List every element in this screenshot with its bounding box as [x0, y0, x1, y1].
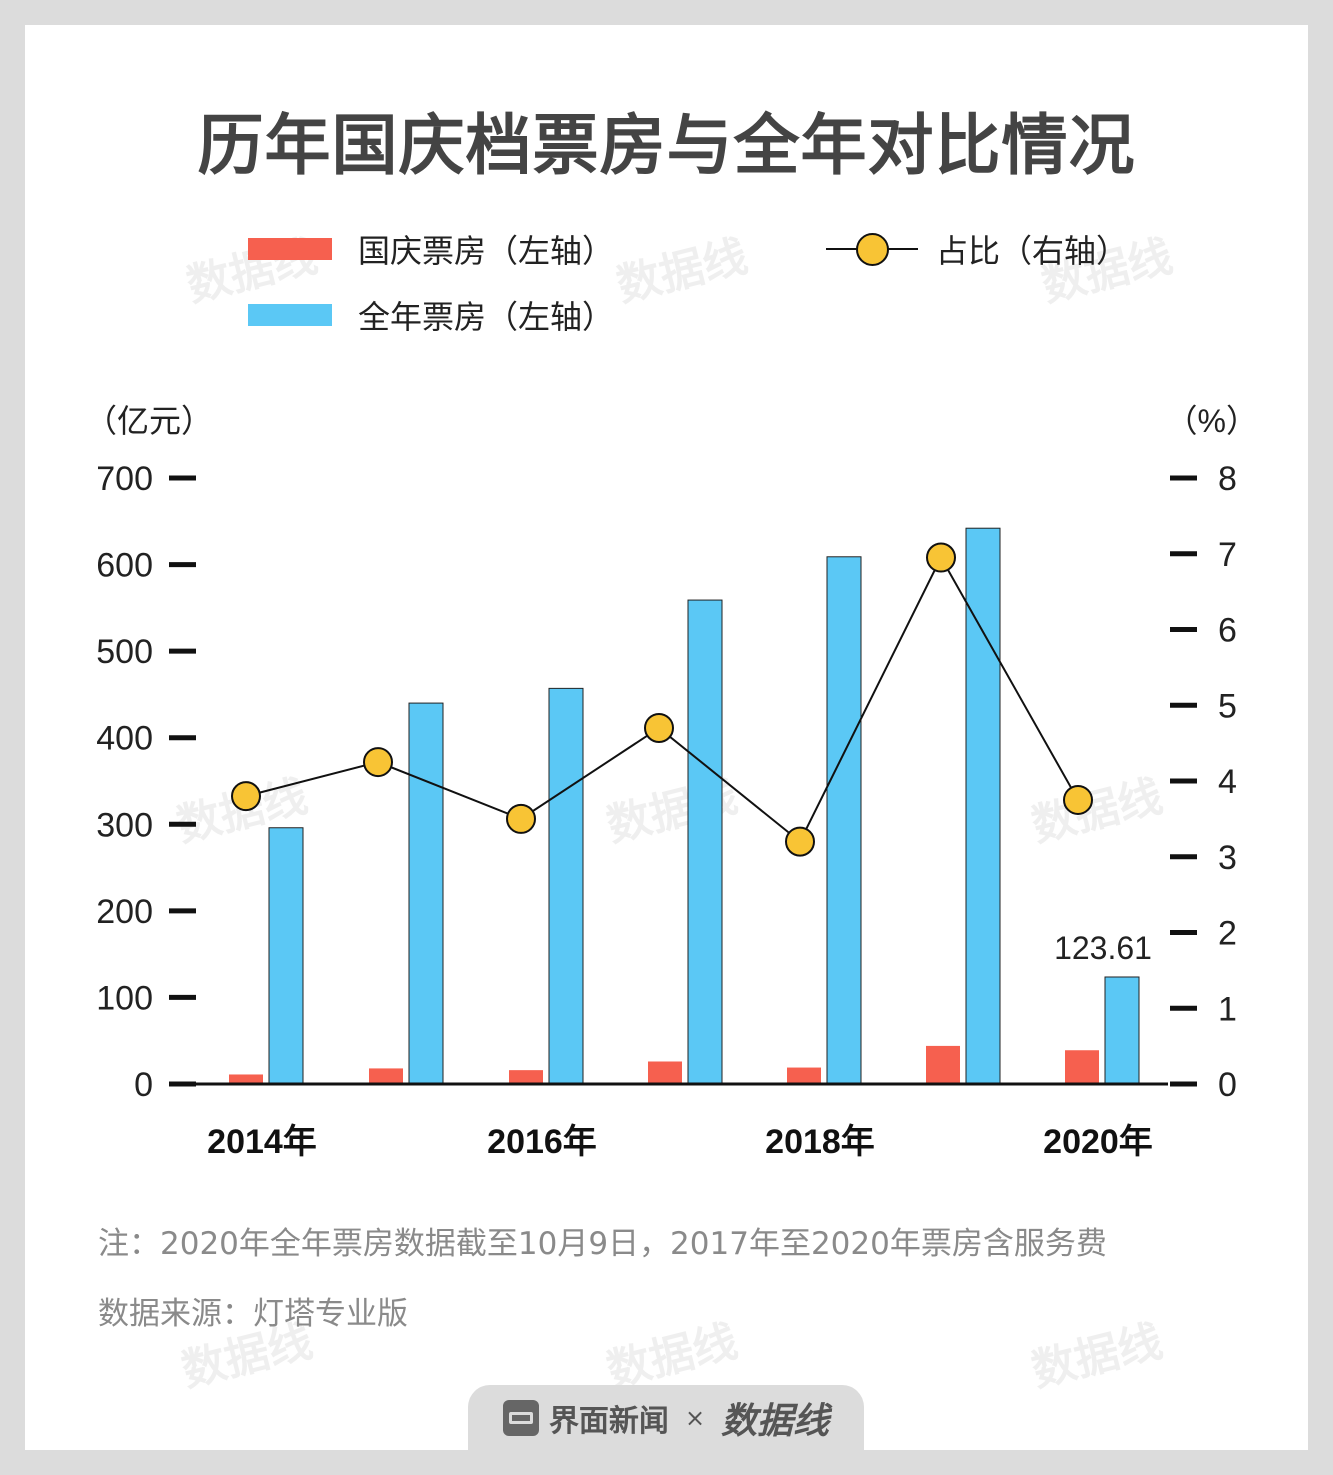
y-tick-left-label: 100 — [96, 979, 153, 1017]
y-tick-left-label: 400 — [96, 720, 153, 758]
share-point — [506, 803, 536, 834]
y-tick-right-label: 0 — [1218, 1066, 1237, 1104]
y-tick-left-label: 0 — [134, 1066, 153, 1104]
legend-swatch-red — [248, 238, 332, 260]
share-point — [1063, 784, 1093, 815]
brand-partner: 数据线 — [721, 1400, 830, 1442]
y-tick-left-label: 500 — [96, 633, 153, 671]
share-point — [231, 781, 261, 812]
bar-annual — [548, 687, 584, 1085]
brand-bar: 界面新闻 × 数据线 — [468, 1385, 864, 1450]
data-source: 数据来源：灯塔专业版 — [98, 1296, 408, 1332]
y-axis-left-title: （亿元） — [85, 403, 213, 439]
bar-national-day — [369, 1068, 403, 1084]
bar-national-day — [229, 1074, 263, 1084]
footnote: 注：2020年全年票房数据截至10月9日，2017年至2020年票房含服务费 — [98, 1226, 1107, 1262]
legend-label: 全年票房（左轴） — [358, 298, 615, 336]
y-tick-right-label: 4 — [1218, 763, 1237, 801]
legend-item-national-day: 国庆票房（左轴） — [248, 226, 614, 272]
y-tick-left-label: 700 — [96, 460, 153, 498]
bar-national-day — [648, 1061, 682, 1084]
y-tick-right-label: 6 — [1218, 612, 1237, 650]
legend-label: 占比（右轴） — [936, 232, 1129, 270]
brand-name: 界面新闻 — [548, 1403, 669, 1439]
x-tick-label: 2018年 — [765, 1123, 875, 1161]
brand-separator: × — [684, 1403, 706, 1432]
bar-annual — [408, 702, 444, 1085]
legend-item-annual: 全年票房（左轴） — [248, 292, 614, 338]
bar-annual — [268, 827, 304, 1085]
y-tick-right-label: 7 — [1218, 536, 1237, 574]
data-label: 123.61 — [1054, 930, 1152, 966]
share-line — [245, 555, 1079, 844]
bar-national-day — [509, 1070, 543, 1084]
jiemian-logo-icon — [502, 1399, 539, 1436]
chart-title: 历年国庆档票房与全年对比情况 — [197, 107, 1136, 184]
share-point — [926, 542, 956, 573]
bar-annual — [687, 599, 723, 1085]
y-axis-right-title: （%） — [1166, 403, 1258, 439]
y-tick-left-label: 200 — [96, 893, 153, 931]
x-tick-label: 2014年 — [207, 1123, 317, 1161]
x-tick-label: 2020年 — [1043, 1123, 1153, 1161]
bar-national-day — [1065, 1050, 1099, 1084]
y-tick-left-label: 600 — [96, 547, 153, 585]
legend-line-marker — [826, 232, 918, 266]
bar-annual — [826, 556, 862, 1085]
legend-item-share: 占比（右轴） — [826, 226, 1128, 272]
y-tick-right-label: 5 — [1218, 687, 1237, 725]
x-tick-label: 2016年 — [487, 1123, 597, 1161]
bar-national-day — [926, 1045, 960, 1084]
share-point — [785, 826, 815, 857]
legend-swatch-blue — [248, 304, 332, 326]
share-point — [644, 712, 674, 743]
y-tick-right-label: 1 — [1218, 990, 1237, 1028]
share-point — [363, 747, 393, 778]
bar-annual — [1104, 976, 1140, 1085]
y-tick-right-label: 3 — [1218, 839, 1237, 877]
bar-national-day — [787, 1067, 821, 1084]
y-tick-right-label: 2 — [1218, 915, 1237, 953]
y-tick-right-label: 8 — [1218, 460, 1237, 498]
legend-label: 国庆票房（左轴） — [358, 232, 615, 270]
y-tick-left-label: 300 — [96, 806, 153, 844]
